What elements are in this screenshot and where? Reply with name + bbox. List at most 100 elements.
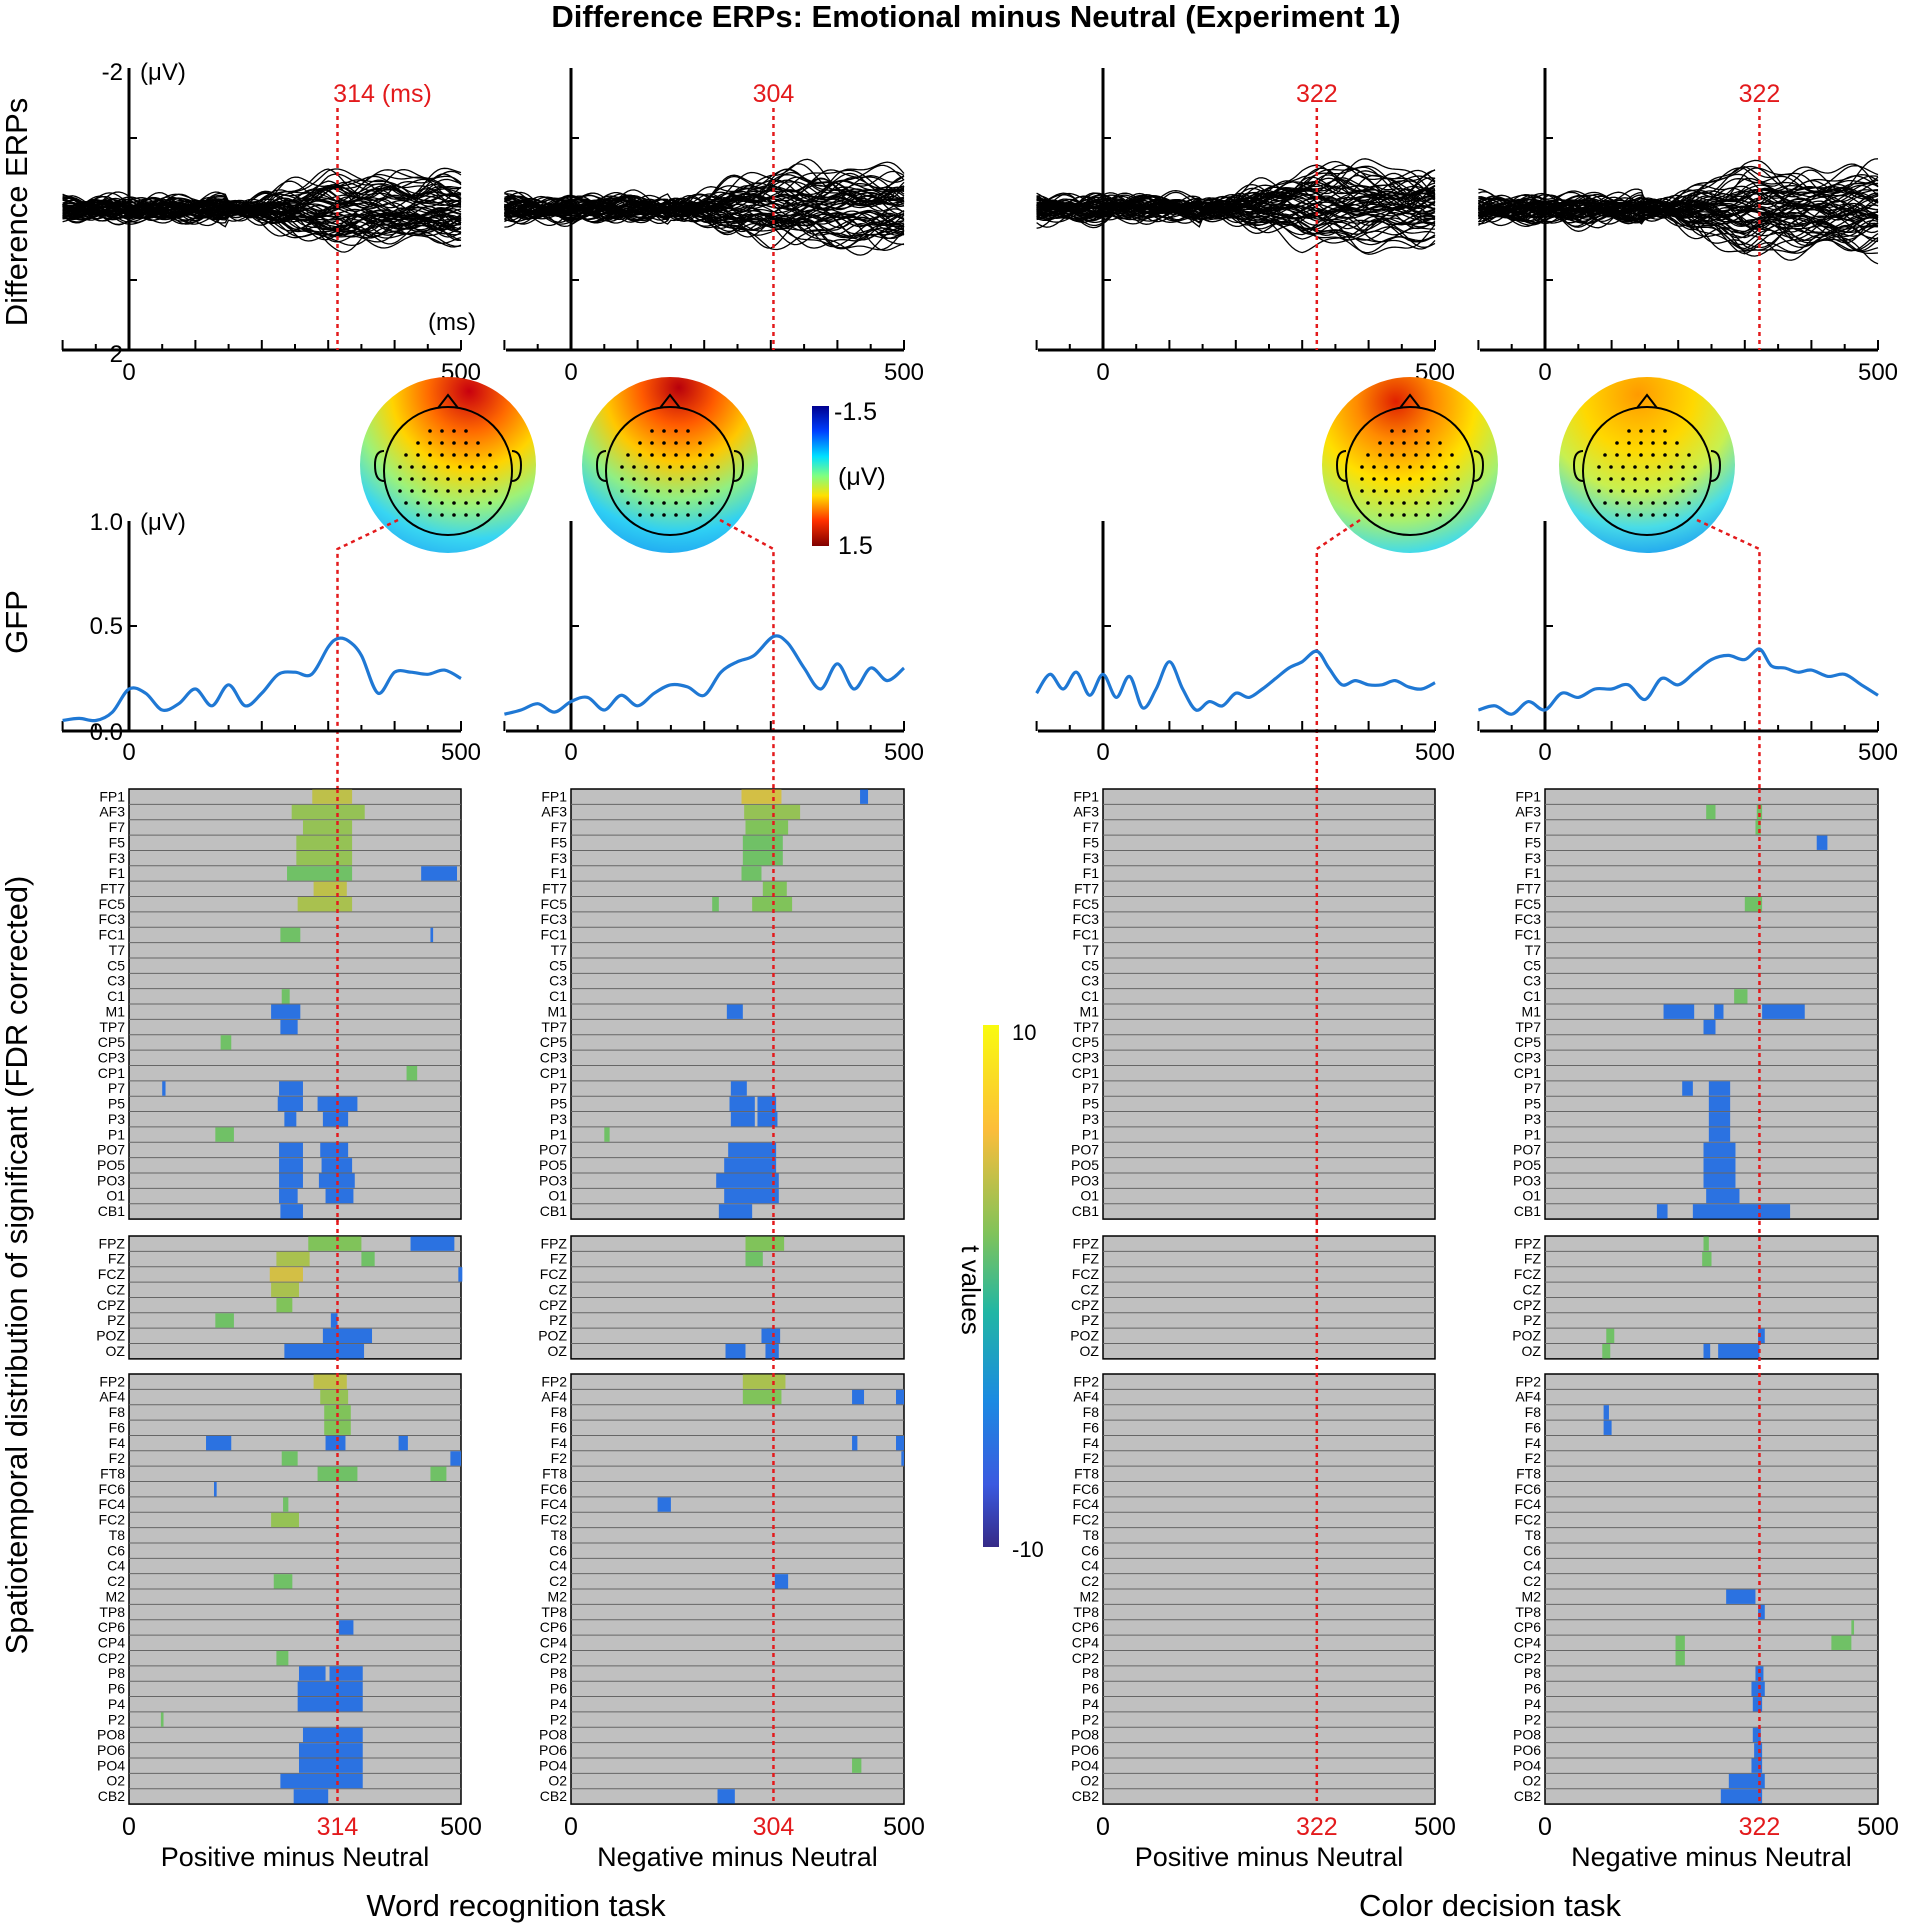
significant-cluster-cell <box>774 1574 789 1589</box>
electrode-dot <box>428 453 432 457</box>
significant-cluster-cell <box>1751 1758 1763 1773</box>
significant-cluster-cell <box>273 1574 293 1589</box>
electrode-label: P4 <box>108 1696 125 1712</box>
electrode-label: CP3 <box>1072 1049 1099 1065</box>
electrode-label: FT7 <box>100 881 125 897</box>
electrode-label: C5 <box>1523 957 1541 973</box>
electrode-dot <box>1621 477 1625 481</box>
electrode-label: PZ <box>1523 1312 1541 1328</box>
significant-cluster-cell <box>162 1081 166 1096</box>
significant-cluster-cell <box>742 850 783 866</box>
significant-cluster-cell <box>284 1344 365 1359</box>
significant-cluster-cell <box>330 1313 338 1328</box>
significant-cluster-cell <box>1702 1251 1712 1267</box>
electrode-dot <box>1615 513 1619 517</box>
electrode-dot <box>1639 429 1643 433</box>
topo-colorbar-gradient <box>812 406 829 546</box>
significant-cluster-cell <box>745 1236 785 1251</box>
heatmap-peak-tick-label: 304 <box>753 1813 795 1841</box>
significant-cluster-cell <box>1758 1604 1765 1620</box>
electrode-dot <box>1639 513 1643 517</box>
significant-cluster-cell <box>280 927 301 943</box>
electrode-dot <box>1657 477 1661 481</box>
significant-cluster-cell <box>718 1204 753 1219</box>
right-ear <box>733 450 745 482</box>
electrode-dot <box>692 465 696 469</box>
electrode-dot <box>1432 489 1436 493</box>
significant-cluster-cell <box>745 820 789 835</box>
electrode-label: F6 <box>1083 1419 1100 1435</box>
electrode-dot <box>1615 453 1619 457</box>
electrode-dot <box>698 441 702 445</box>
significant-cluster-cell <box>308 1236 362 1251</box>
electrode-label: F8 <box>551 1404 568 1420</box>
electrode-label: FZ <box>108 1251 126 1267</box>
electrode-label: F4 <box>551 1435 568 1451</box>
electrode-label: FP2 <box>99 1373 125 1389</box>
significant-cluster-cell <box>745 1251 763 1267</box>
electrode-label: P5 <box>1524 1096 1541 1112</box>
significant-cluster-cell <box>1675 1650 1685 1666</box>
head-outline <box>1345 406 1475 536</box>
electrode-label: FC5 <box>1073 896 1100 912</box>
electrode-label: P7 <box>1524 1080 1541 1096</box>
condition-label: Negative minus Neutral <box>597 1842 878 1872</box>
electrode-label: CP3 <box>98 1049 125 1065</box>
heatmap-peak-tick-label: 322 <box>1296 1813 1338 1841</box>
electrode-label: F4 <box>109 1435 126 1451</box>
electrode-label: AF3 <box>1515 804 1541 820</box>
electrode-label: FC3 <box>99 911 126 927</box>
electrode-label: F8 <box>1525 1404 1542 1420</box>
electrode-dot <box>1669 489 1673 493</box>
electrode-label: F5 <box>551 834 568 850</box>
electrode-label: T8 <box>109 1527 126 1543</box>
electrode-dot <box>1687 501 1691 505</box>
electrode-label: CP6 <box>1514 1619 1541 1635</box>
gfp-x-tick-label: 500 <box>884 739 924 766</box>
significant-cluster-cell <box>220 1035 232 1050</box>
electrode-dot <box>446 465 450 469</box>
electrode-label: CZ <box>548 1281 567 1297</box>
significant-cluster-cell <box>287 866 353 881</box>
electrode-dot <box>1597 477 1601 481</box>
significant-cluster-cell <box>1656 1204 1668 1219</box>
electrode-label: CP5 <box>98 1034 125 1050</box>
electrode-label: TP8 <box>1515 1604 1541 1620</box>
electrode-dot <box>482 489 486 493</box>
left-ear <box>1572 450 1584 482</box>
electrode-dot <box>1627 513 1631 517</box>
significant-cluster-cell <box>712 897 719 912</box>
electrode-dot <box>1402 513 1406 517</box>
electrode-dot <box>1693 465 1697 469</box>
electrode-dot <box>464 441 468 445</box>
electrode-dot <box>1390 453 1394 457</box>
electrode-label: C2 <box>1081 1573 1099 1589</box>
electrode-label: CP2 <box>1072 1650 1099 1666</box>
gfp-series-line <box>1477 647 1879 716</box>
electrode-dot <box>1597 465 1601 469</box>
gfp-series-line <box>62 636 462 723</box>
electrode-dot <box>650 513 654 517</box>
electrode-label: PO8 <box>97 1727 125 1743</box>
electrode-dot <box>716 465 720 469</box>
electrode-label: CP5 <box>1072 1034 1099 1050</box>
electrode-dot <box>440 429 444 433</box>
electrode-dot <box>1621 489 1625 493</box>
electrode-label: CP1 <box>1514 1065 1541 1081</box>
electrode-label: P6 <box>108 1681 125 1697</box>
electrode-dot <box>1456 477 1460 481</box>
electrode-dot <box>1609 477 1613 481</box>
electrode-label: CP1 <box>540 1065 567 1081</box>
electrode-label: P7 <box>550 1080 567 1096</box>
electrode-label: FC5 <box>541 896 568 912</box>
electrode-label: O1 <box>1522 1188 1541 1204</box>
electrode-label: P2 <box>108 1711 125 1727</box>
electrode-label: T7 <box>1083 942 1100 958</box>
electrode-label: F3 <box>1083 850 1100 866</box>
electrode-label: FC2 <box>1073 1512 1100 1528</box>
significant-cluster-cell <box>1708 1096 1731 1112</box>
electrode-label: FC6 <box>1515 1481 1542 1497</box>
significant-cluster-cell <box>1703 1019 1716 1035</box>
electrode-label: M1 <box>106 1003 126 1019</box>
electrode-dot <box>398 477 402 481</box>
